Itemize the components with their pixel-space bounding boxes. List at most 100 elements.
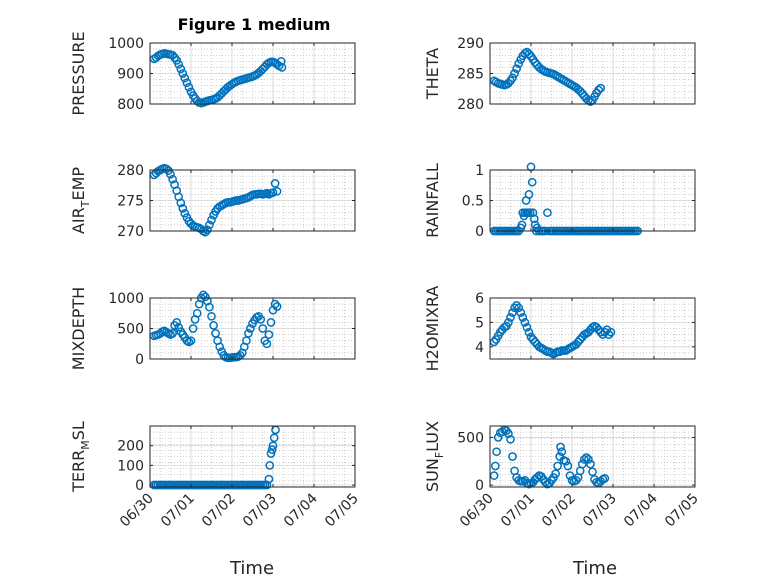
- data-point: [172, 318, 182, 327]
- data-point: [265, 461, 275, 470]
- y-tick-label: 0: [475, 224, 484, 240]
- data-point: [182, 78, 192, 88]
- data-point: [527, 177, 537, 187]
- data-point: [272, 302, 282, 311]
- data-point: [504, 318, 513, 327]
- data-point: [186, 336, 196, 346]
- data-point: [577, 459, 587, 469]
- data-point: [266, 449, 276, 458]
- data-point: [596, 83, 606, 93]
- data-point: [162, 164, 171, 174]
- data-point: [518, 313, 528, 322]
- data-point: [176, 64, 186, 74]
- data-point: [556, 442, 565, 452]
- data-point: [604, 330, 614, 339]
- data-point: [262, 339, 272, 349]
- data-point: [244, 329, 253, 338]
- data-point: [512, 64, 521, 73]
- data-point: [258, 324, 268, 333]
- axes-box: [489, 425, 696, 488]
- data-point: [180, 73, 190, 83]
- y-axis-label: RAINFALL: [423, 163, 442, 238]
- y-axis-label: THETA: [423, 48, 442, 100]
- data-point: [506, 434, 515, 444]
- subplot-1: 800 900 1000 PRESSURE: [69, 31, 356, 116]
- data-point: [270, 299, 280, 309]
- data-point: [557, 447, 567, 457]
- y-tick-label: 100: [117, 458, 144, 474]
- subplot-3: 270 275 280 AIRTEMP: [69, 163, 356, 240]
- data-point: [508, 308, 517, 317]
- data-point: [551, 469, 560, 479]
- y-tick-label: 1000: [108, 36, 144, 52]
- y-tick-label: 800: [117, 97, 144, 113]
- y-tick-label: 1: [475, 163, 484, 179]
- data-point: [264, 474, 274, 484]
- data-point: [268, 188, 278, 197]
- axes-box: [489, 297, 696, 360]
- data-point: [510, 303, 519, 313]
- data-point: [192, 96, 202, 106]
- axes-box: [149, 425, 356, 488]
- data-point: [520, 318, 530, 327]
- data-point: [267, 445, 277, 454]
- x-axis-label-right: Time: [572, 558, 617, 579]
- data-point: [168, 50, 177, 60]
- data-point: [277, 63, 287, 72]
- subplot-8: 06/30 07/01 07/02 07/03 07/04 07/050500SUNFLU…: [423, 421, 702, 530]
- data-point: [200, 292, 210, 302]
- data-point: [508, 452, 517, 461]
- y-axis-label: TERRMSL: [69, 421, 92, 493]
- data-point: [493, 433, 503, 442]
- data-point: [209, 321, 218, 330]
- y-axis-label: MIXDEPTH: [69, 287, 88, 370]
- y-axis-label: SUNFLUX: [423, 421, 446, 492]
- y-tick-label: 0: [475, 478, 484, 494]
- y-tick-label: 0: [135, 352, 144, 368]
- data-point: [506, 313, 515, 322]
- y-tick-label: 270: [117, 224, 144, 240]
- data-point: [594, 85, 603, 95]
- data-point: [207, 215, 216, 225]
- data-point: [524, 49, 534, 59]
- y-tick-label: 1000: [108, 291, 144, 307]
- data-point: [512, 300, 521, 310]
- y-tick-label: 200: [117, 439, 144, 455]
- data-point: [600, 474, 610, 483]
- data-point: [256, 315, 266, 324]
- data-point: [553, 461, 562, 471]
- data-point: [492, 447, 501, 457]
- y-tick-label: 6: [475, 291, 484, 307]
- data-point: [543, 208, 552, 218]
- data-point: [270, 179, 280, 188]
- data-point: [565, 471, 575, 480]
- y-tick-label: 280: [117, 163, 144, 179]
- data-point: [203, 225, 212, 235]
- y-tick-label: 290: [457, 36, 484, 52]
- y-tick-label: 0: [135, 478, 144, 494]
- data-point: [266, 318, 276, 327]
- data-point: [276, 56, 286, 66]
- data-point: [246, 324, 255, 333]
- data-point: [178, 204, 188, 213]
- data-point: [524, 327, 534, 337]
- data-point: [192, 308, 202, 318]
- data-point: [166, 169, 175, 179]
- y-tick-label: 900: [117, 67, 144, 83]
- data-point: [528, 208, 538, 218]
- data-point: [584, 455, 593, 464]
- data-point: [504, 78, 513, 88]
- data-point: [215, 342, 225, 352]
- data-point: [516, 308, 526, 317]
- data-point: [178, 69, 188, 78]
- subplot-6: 4 5 6 H2OMIXRA: [423, 286, 696, 371]
- data-point: [563, 461, 573, 471]
- data-point: [588, 467, 597, 477]
- data-point: [522, 322, 532, 332]
- data-point: [529, 214, 539, 224]
- data-point: [517, 220, 527, 230]
- data-point: [525, 208, 535, 218]
- y-tick-label: 4: [475, 340, 484, 356]
- data-point: [272, 186, 282, 196]
